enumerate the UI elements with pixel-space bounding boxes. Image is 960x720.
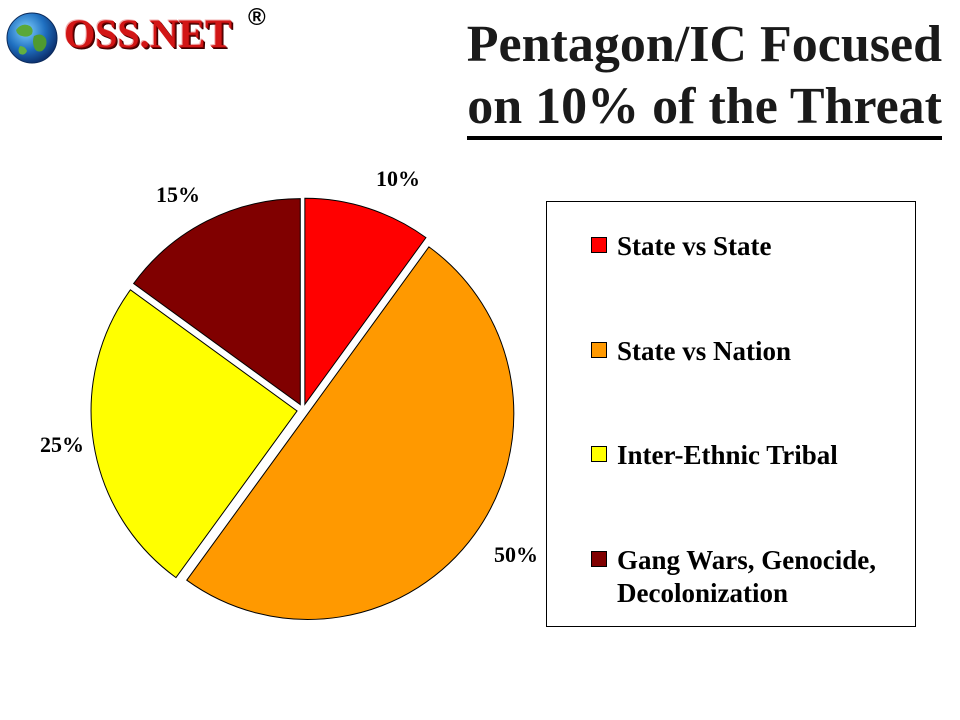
oss-net-logo: OSS.NET ®: [4, 4, 294, 66]
title-line-1: Pentagon/IC Focused: [466, 16, 942, 73]
registered-mark: ®: [248, 4, 266, 31]
slice-gang-wars: [132, 198, 301, 406]
legend-swatch-state-vs-nation: [591, 342, 607, 358]
value-label-state-vs-state: 10%: [376, 166, 420, 191]
pie-chart: 10% 50% 25% 15%: [40, 166, 538, 621]
value-label-state-vs-nation: 50%: [494, 542, 538, 567]
legend-swatch-inter-ethnic-tribal: [591, 446, 607, 462]
title-line-2: on 10% of the Threat: [467, 78, 942, 140]
legend-swatch-gang-wars: [591, 551, 607, 567]
legend-label: State vs Nation: [617, 336, 791, 366]
legend-swatch-state-vs-state: [591, 237, 607, 253]
legend-label: State vs State: [617, 231, 772, 261]
pie-slices: [90, 197, 515, 621]
slice-inter-ethnic-tribal: [90, 289, 298, 579]
page-title: Pentagon/IC Focused on 10% of the Threat: [467, 14, 942, 140]
chart-legend: State vs State State vs Nation Inter-Eth…: [546, 201, 916, 627]
value-label-inter-ethnic-tribal: 25%: [40, 432, 84, 457]
slice-state-vs-nation: [186, 246, 515, 621]
globe-icon: [6, 12, 58, 64]
legend-label: Inter-Ethnic Tribal: [617, 440, 838, 470]
slice-state-vs-state: [304, 197, 427, 406]
pie-value-labels: 10% 50% 25% 15%: [40, 166, 538, 567]
legend-label: Gang Wars, Genocide, Decolonization: [617, 545, 877, 608]
logo-wordmark: OSS.NET: [64, 11, 232, 56]
value-label-gang-wars: 15%: [156, 182, 200, 207]
